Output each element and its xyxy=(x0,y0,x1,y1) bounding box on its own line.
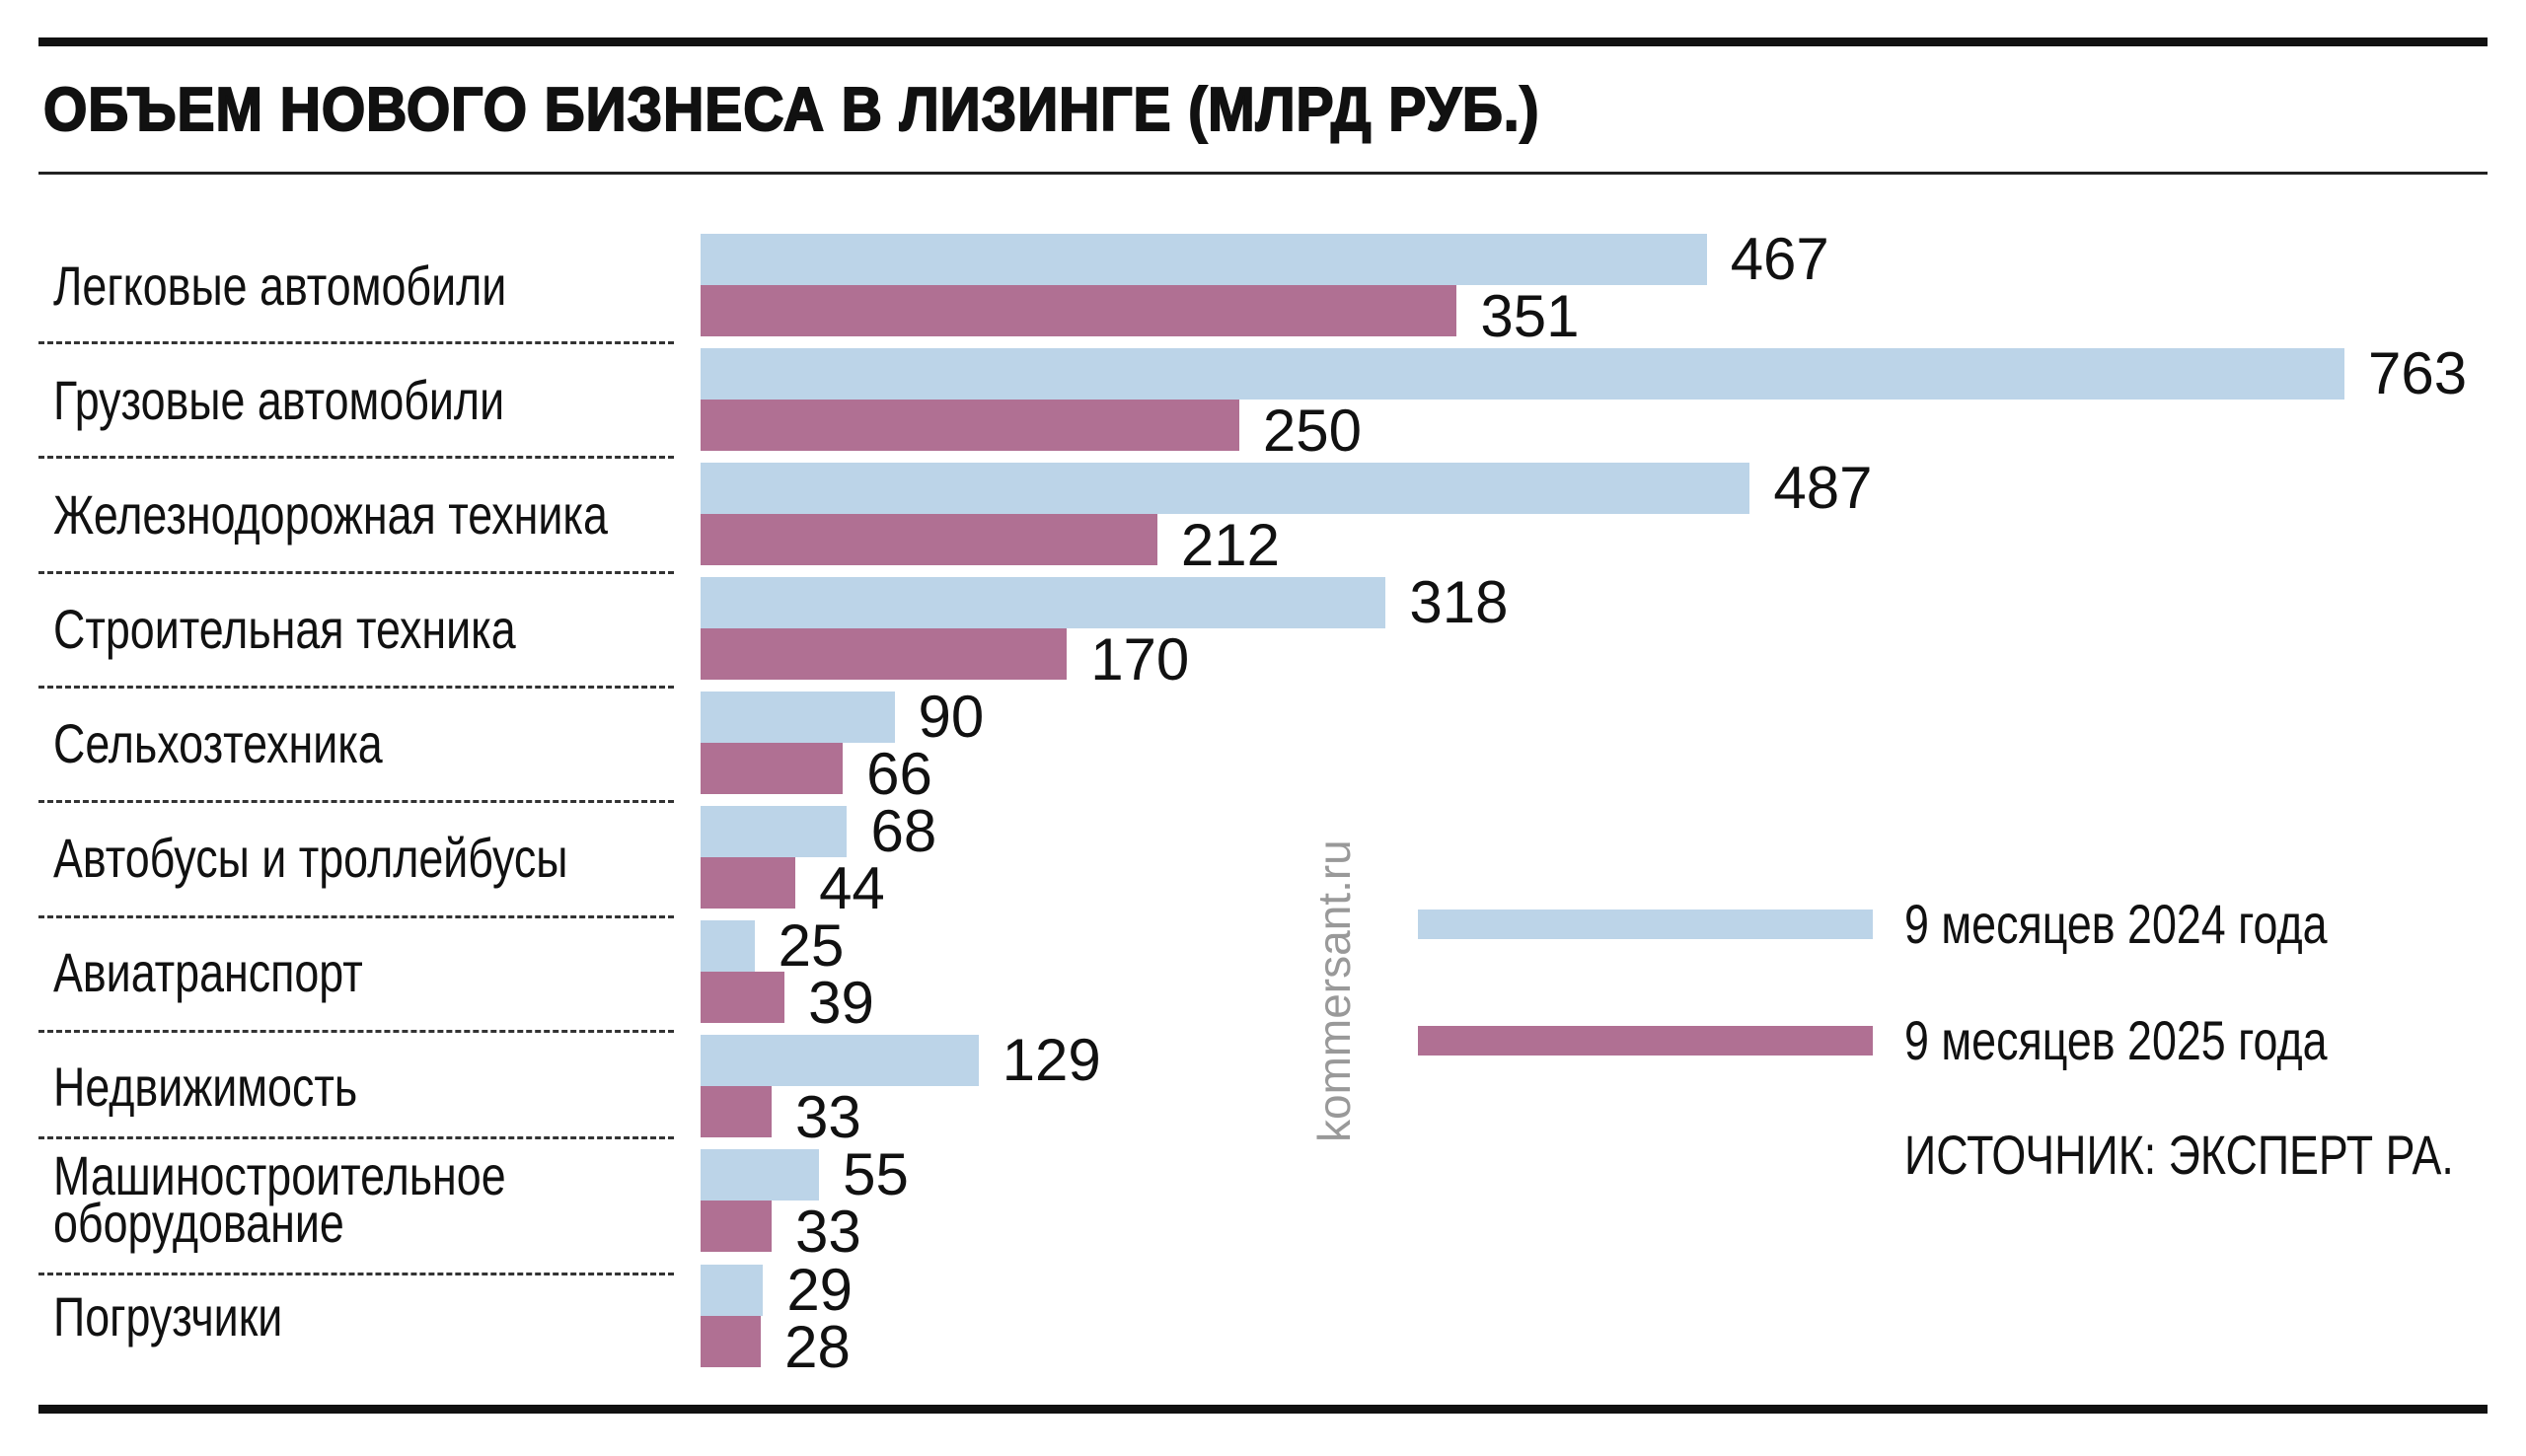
bar-2024 xyxy=(701,692,895,743)
bar-2024 xyxy=(701,1265,764,1316)
category-label: оборудование xyxy=(53,1192,344,1254)
value-label: 351 xyxy=(1480,283,1580,349)
value-label: 39 xyxy=(808,970,874,1036)
bar-2024 xyxy=(701,234,1707,285)
row-separator xyxy=(38,1030,674,1033)
value-label: 129 xyxy=(1002,1027,1101,1093)
value-label: 66 xyxy=(866,741,932,807)
value-label: 212 xyxy=(1180,512,1280,578)
title-rule xyxy=(38,172,2488,175)
value-label: 55 xyxy=(843,1141,909,1207)
value-label: 170 xyxy=(1090,626,1190,692)
value-label: 90 xyxy=(918,684,985,750)
row-separator xyxy=(38,1273,674,1275)
value-label: 250 xyxy=(1262,398,1362,464)
value-label: 29 xyxy=(786,1257,854,1323)
bar-2024 xyxy=(701,577,1386,628)
bar-2025 xyxy=(701,857,796,909)
bar-2024 xyxy=(701,1035,979,1086)
legend-swatch-2024 xyxy=(1418,910,1873,939)
watermark: kommersant.ru xyxy=(1308,839,1360,1142)
row-separator xyxy=(38,456,674,459)
chart-title: ОБЪЕМ НОВОГО БИЗНЕСА В ЛИЗИНГЕ (МЛРД РУБ… xyxy=(42,75,1540,145)
legend-swatch-2025 xyxy=(1418,1026,1873,1056)
category-label: Грузовые автомобили xyxy=(53,369,505,431)
value-label: 44 xyxy=(819,855,885,921)
bar-2025 xyxy=(701,285,1457,336)
bar-2025 xyxy=(701,1086,773,1137)
top-rule xyxy=(38,37,2488,46)
category-label: Погрузчики xyxy=(53,1285,283,1347)
row-separator xyxy=(38,1136,674,1139)
source-note: ИСТОЧНИК: ЭКСПЕРТ РА. xyxy=(1904,1124,2454,1186)
row-separator xyxy=(38,915,674,918)
category-label: Строительная техника xyxy=(53,598,516,660)
value-label: 318 xyxy=(1409,569,1509,635)
bar-2025 xyxy=(701,743,844,794)
bar-2025 xyxy=(701,1316,762,1367)
bar-2025 xyxy=(701,400,1239,451)
category-label: Сельхозтехника xyxy=(53,712,383,774)
legend-label-2024: 9 месяцев 2024 года xyxy=(1904,893,2328,955)
row-separator xyxy=(38,341,674,344)
bar-2025 xyxy=(701,514,1157,565)
value-label: 33 xyxy=(795,1199,861,1265)
bar-2024 xyxy=(701,348,2344,400)
bar-2024 xyxy=(701,463,1750,514)
bar-2025 xyxy=(701,972,785,1023)
bar-2024 xyxy=(701,806,848,857)
legend-label-2025: 9 месяцев 2025 года xyxy=(1904,1009,2328,1071)
category-label: Железнодорожная техника xyxy=(53,483,608,546)
row-separator xyxy=(38,686,674,689)
value-label: 487 xyxy=(1773,455,1873,521)
category-label: Недвижимость xyxy=(53,1056,358,1118)
value-label: 25 xyxy=(778,912,845,979)
row-separator xyxy=(38,571,674,574)
category-label: Легковые автомобили xyxy=(53,255,507,317)
bottom-rule xyxy=(38,1405,2488,1414)
bar-2024 xyxy=(701,1149,820,1201)
value-label: 33 xyxy=(795,1084,861,1150)
value-label: 763 xyxy=(2368,340,2468,406)
value-label: 467 xyxy=(1730,226,1829,292)
value-label: 28 xyxy=(784,1314,851,1380)
category-label: Машиностроительное xyxy=(53,1144,506,1206)
bar-2024 xyxy=(701,920,755,972)
row-separator xyxy=(38,800,674,803)
value-label: 68 xyxy=(870,798,937,864)
category-label: Авиатранспорт xyxy=(53,941,363,1003)
category-label: Автобусы и троллейбусы xyxy=(53,827,568,889)
bar-2025 xyxy=(701,1201,773,1252)
bar-2025 xyxy=(701,628,1068,680)
